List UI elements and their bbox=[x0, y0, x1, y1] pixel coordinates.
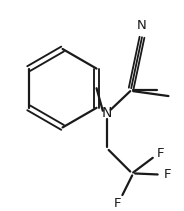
Text: F: F bbox=[114, 197, 121, 210]
Text: F: F bbox=[157, 147, 164, 160]
Text: N: N bbox=[137, 19, 147, 32]
Text: F: F bbox=[164, 168, 171, 181]
Text: N: N bbox=[102, 106, 112, 120]
